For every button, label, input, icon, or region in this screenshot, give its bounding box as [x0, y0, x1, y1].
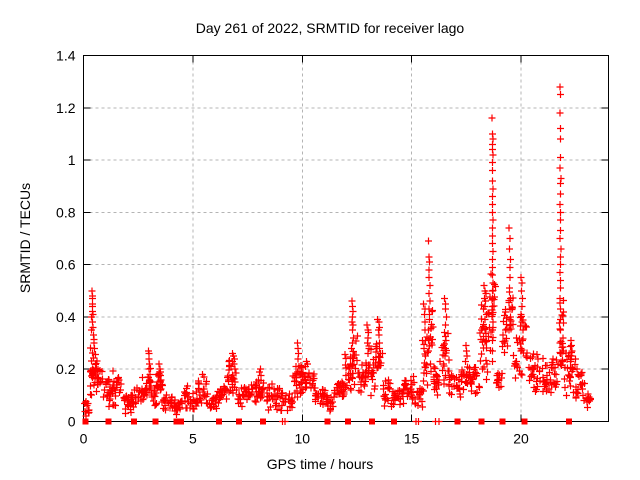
y-tick-label: 0.2: [56, 361, 76, 377]
points-layer: [81, 83, 594, 420]
x-tick-label: 5: [189, 431, 197, 447]
zero-value-plus-markers: [279, 418, 443, 425]
x-tick-label: 10: [294, 431, 310, 447]
y-tick-label: 0.8: [56, 204, 76, 220]
x-tick-label: 20: [513, 431, 529, 447]
gridlines: [83, 55, 609, 422]
data-points-plus-markers: [81, 83, 594, 420]
x-tick-label: 15: [404, 431, 420, 447]
zero-markers-layer: [82, 418, 572, 425]
x-tick-label: 0: [80, 431, 88, 447]
y-tick-label: 1.4: [56, 48, 76, 64]
y-tick-label: 1: [68, 152, 76, 168]
x-axis-label: GPS time / hours: [267, 456, 374, 472]
chart-title: Day 261 of 2022, SRMTID for receiver lag…: [196, 20, 465, 36]
zero-value-square-markers: [82, 418, 572, 425]
y-tick-label: 0.4: [56, 309, 76, 325]
y-tick-label: 0.6: [56, 257, 76, 273]
y-axis-label: SRMTID / TECUs: [17, 183, 33, 293]
tick-labels-layer: 0 0.2 0.4 0.6 0.8 1 1.2 1.4 0 5 10 15 20: [56, 48, 529, 447]
grid-layer: [83, 55, 609, 422]
y-tick-label: 1.2: [56, 100, 76, 116]
y-tick-label: 0: [68, 414, 76, 430]
